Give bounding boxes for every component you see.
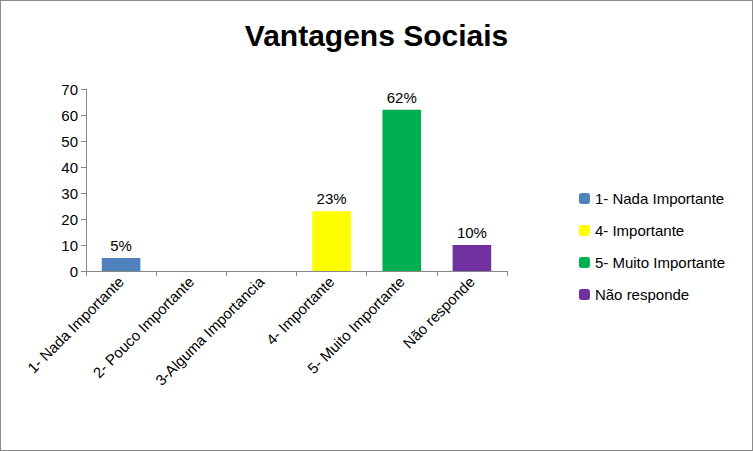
svg-text:5- Muito Importante: 5- Muito Importante — [304, 273, 408, 377]
svg-text:70: 70 — [61, 81, 78, 98]
svg-text:5%: 5% — [110, 237, 132, 254]
svg-text:Vantagens Sociais: Vantagens Sociais — [245, 19, 508, 52]
svg-text:50: 50 — [61, 133, 78, 150]
svg-text:30: 30 — [61, 185, 78, 202]
svg-text:10: 10 — [61, 237, 78, 254]
svg-text:2- Pouco Importante: 2- Pouco Importante — [89, 273, 198, 381]
svg-text:23%: 23% — [317, 190, 347, 207]
svg-text:40: 40 — [61, 159, 78, 176]
svg-text:1- Nada Importante: 1- Nada Importante — [23, 273, 128, 377]
svg-text:4- Importante: 4- Importante — [595, 222, 684, 239]
svg-text:1- Nada Importante: 1- Nada Importante — [595, 190, 724, 207]
svg-text:0: 0 — [70, 263, 78, 280]
svg-text:20: 20 — [61, 211, 78, 228]
svg-text:5- Muito Importante: 5- Muito Importante — [595, 254, 725, 271]
svg-text:60: 60 — [61, 107, 78, 124]
svg-text:3-Alguma Importancia: 3-Alguma Importancia — [152, 273, 268, 389]
svg-text:62%: 62% — [387, 89, 417, 106]
svg-text:Não responde: Não responde — [399, 273, 478, 352]
svg-text:4- Importante: 4- Importante — [263, 273, 338, 348]
svg-text:Não responde: Não responde — [595, 286, 689, 303]
svg-text:10%: 10% — [457, 224, 487, 241]
